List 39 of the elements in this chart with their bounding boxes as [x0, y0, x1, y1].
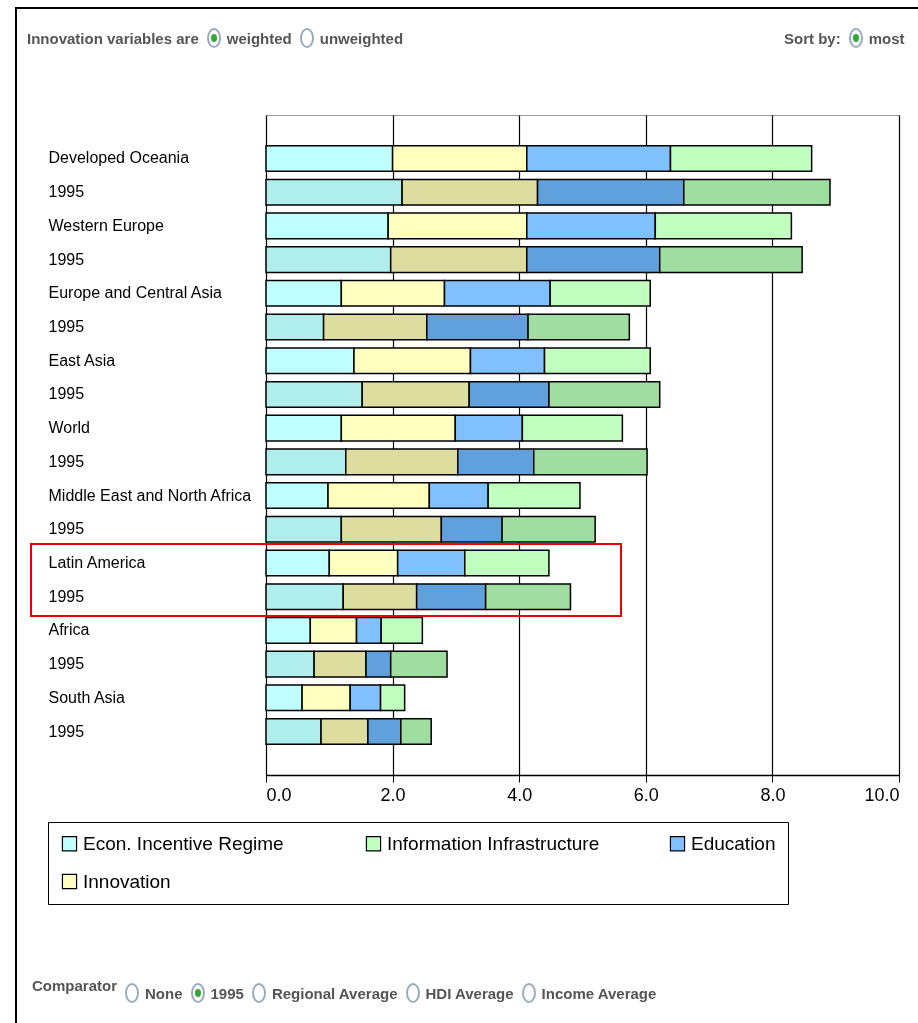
text: HDI Average — [425, 984, 514, 1002]
x-tick-label: 2.0 — [380, 784, 406, 805]
text: Income Average — [541, 984, 657, 1002]
text: Innovation variables are — [27, 29, 199, 47]
x-tick-label: 10.0 — [864, 784, 900, 805]
y-tick-label: 1995 — [48, 250, 85, 268]
text: Sort by: — [784, 29, 841, 47]
text: most — [868, 29, 905, 47]
y-tick-label: East Asia — [48, 351, 116, 369]
y-tick-label: 1995 — [48, 452, 85, 470]
x-tick-label: 4.0 — [507, 784, 533, 805]
y-tick-label: World — [48, 419, 90, 437]
y-tick-label: Europe and Central Asia — [48, 284, 223, 302]
x-tick-label: 6.0 — [633, 784, 659, 805]
x-tick-label: 0.0 — [266, 784, 292, 805]
y-tick-label: 1995 — [48, 385, 85, 403]
y-tick-label: 1995 — [48, 587, 85, 605]
text: 1995 — [210, 984, 244, 1002]
y-tick-label: Latin America — [48, 553, 146, 571]
y-tick-label: 1995 — [48, 722, 85, 740]
text: weighted — [226, 29, 292, 47]
y-tick-label: 1995 — [48, 655, 85, 673]
text: None — [145, 984, 183, 1002]
legend-label: Innovation — [83, 870, 171, 892]
text: Regional Average — [271, 984, 398, 1002]
x-tick-label: 8.0 — [760, 784, 786, 805]
y-tick-label: Africa — [48, 621, 90, 639]
legend-label: Econ. Incentive Regime — [83, 832, 284, 854]
y-tick-label: Middle East and North Africa — [48, 486, 252, 504]
y-tick-label: 1995 — [48, 318, 85, 336]
y-tick-label: South Asia — [48, 688, 126, 706]
y-tick-label: 1995 — [48, 520, 85, 538]
legend-label: Education — [691, 832, 776, 854]
y-tick-label: Western Europe — [48, 216, 164, 234]
text: Comparator — [32, 976, 118, 994]
y-tick-label: Developed Oceania — [48, 149, 190, 167]
legend-label: Information Infrastructure — [387, 832, 600, 854]
text: unweighted — [319, 29, 404, 47]
y-tick-label: 1995 — [48, 183, 85, 201]
